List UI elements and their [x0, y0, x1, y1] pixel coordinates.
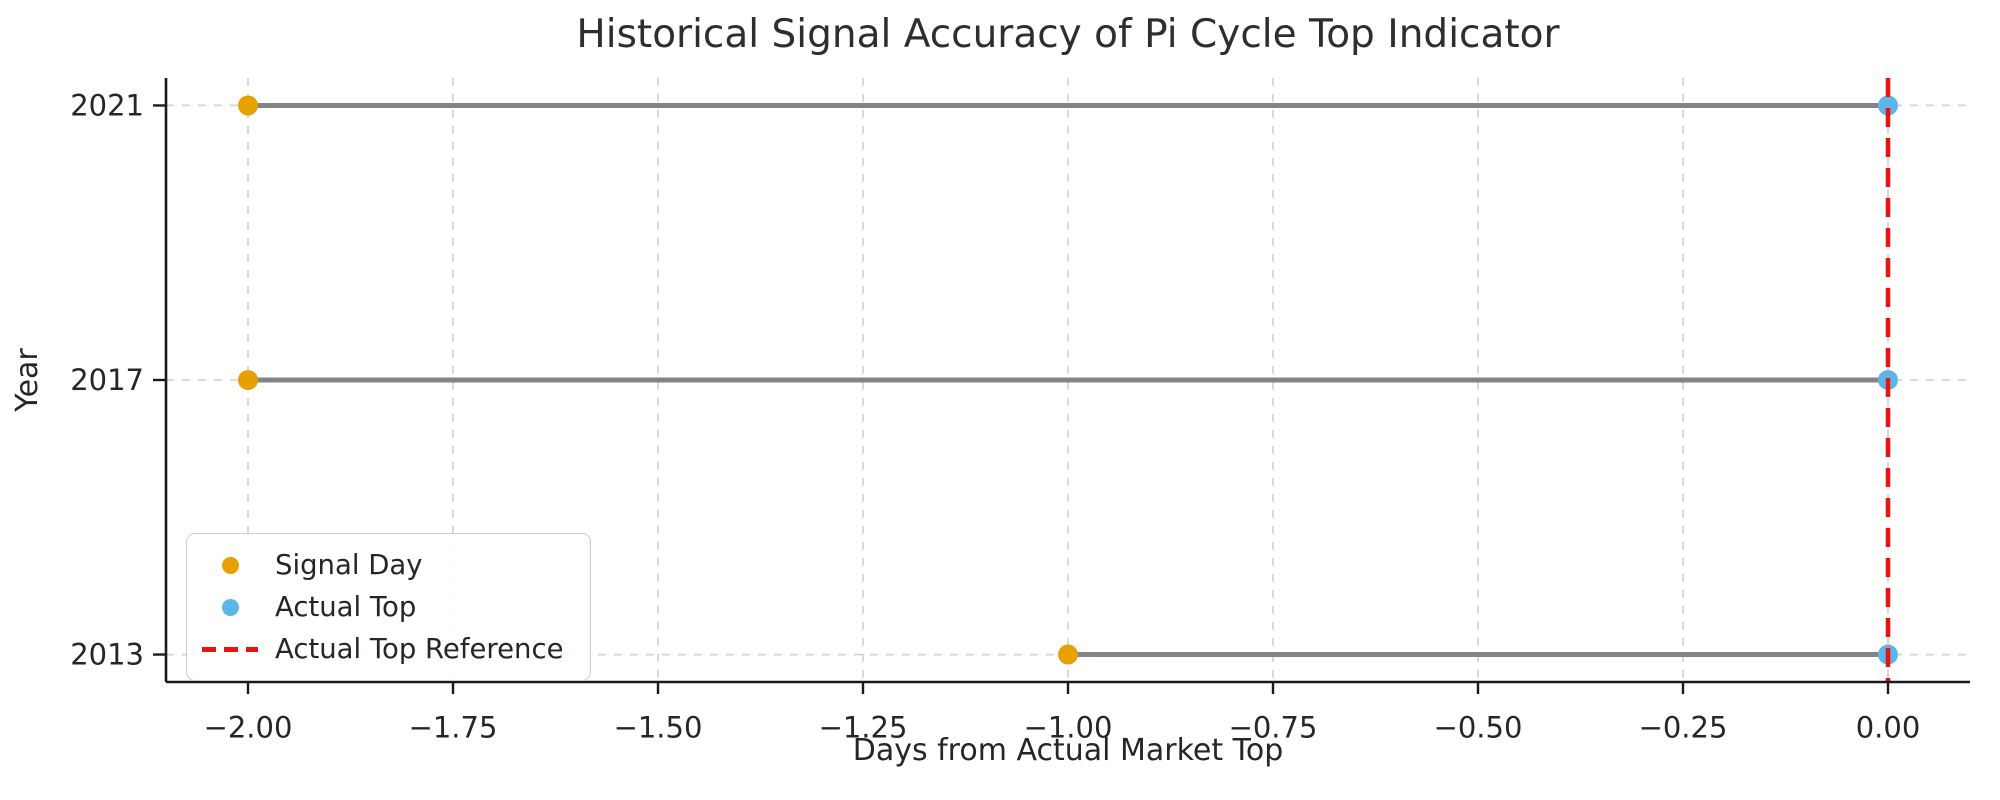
x-tick-label: 0.00	[1856, 711, 1921, 745]
x-tick-label: −1.25	[819, 711, 908, 745]
legend-label: Signal Day	[275, 549, 423, 581]
legend-label: Actual Top Reference	[275, 633, 564, 665]
legend-item-signal-day: Signal Day	[201, 544, 564, 586]
actual-top-marker-icon	[201, 598, 259, 616]
x-tick-label: −2.00	[204, 711, 293, 745]
reference-line-marker-icon	[201, 646, 259, 652]
x-tick-label: −0.25	[1639, 711, 1728, 745]
signal-day-point	[238, 370, 258, 390]
orange-dot-icon	[221, 556, 239, 574]
legend-item-actual-top-reference: Actual Top Reference	[201, 628, 564, 670]
y-tick-label: 2021	[70, 88, 144, 122]
actual-top-point	[1878, 95, 1898, 116]
red-dashed-line-icon	[202, 646, 258, 652]
blue-dot-icon	[221, 598, 239, 616]
y-tick-label: 2013	[70, 638, 144, 672]
signal-day-marker-icon	[201, 556, 259, 574]
x-tick-label: −1.00	[1024, 711, 1113, 745]
x-axis-label: Days from Actual Market Top	[852, 733, 1284, 768]
signal-day-point	[238, 95, 258, 116]
legend-item-actual-top: Actual Top	[201, 586, 564, 628]
x-tick-label: −0.50	[1434, 711, 1523, 745]
x-tick-label: −0.75	[1229, 711, 1318, 745]
y-tick-label: 2017	[70, 363, 144, 397]
legend: Signal Day Actual Top Actual Top Referen…	[186, 533, 591, 681]
chart-title: Historical Signal Accuracy of Pi Cycle T…	[576, 12, 1560, 57]
x-tick-label: −1.50	[614, 711, 703, 745]
x-tick-label: −1.75	[409, 711, 498, 745]
legend-label: Actual Top	[275, 591, 417, 623]
signal-day-point	[1058, 644, 1078, 665]
